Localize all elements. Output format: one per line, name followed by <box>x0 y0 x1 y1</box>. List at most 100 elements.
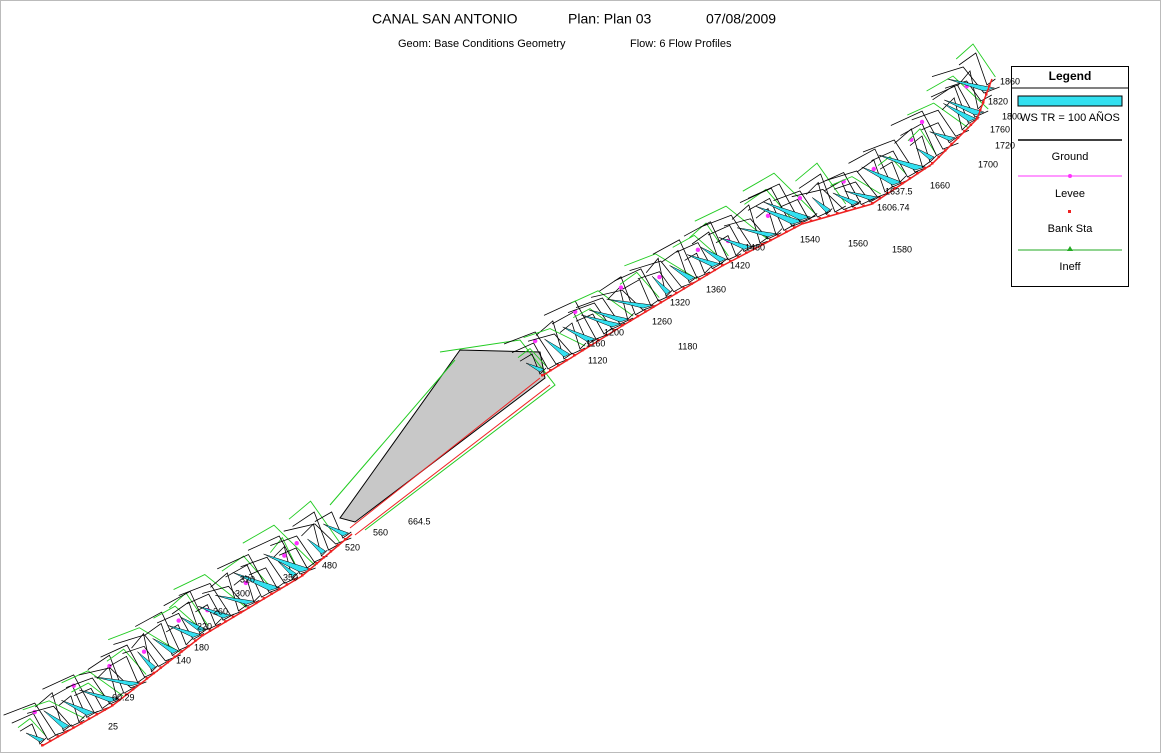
cross-section <box>791 189 860 210</box>
cross-section <box>543 300 612 340</box>
cross-section <box>535 320 573 360</box>
ineff-area <box>22 700 85 719</box>
station-label: 60.29 <box>112 692 135 702</box>
water-surface <box>929 131 956 141</box>
station-label: 1560 <box>848 238 868 248</box>
station-label: 180 <box>194 642 209 652</box>
legend-label: Ineff <box>1059 261 1081 273</box>
station-label: 1360 <box>706 284 726 294</box>
ineff-area <box>173 574 247 608</box>
cross-section <box>233 575 261 603</box>
cross-section <box>879 161 907 183</box>
cross-section <box>660 249 698 284</box>
ineff-area <box>926 75 989 110</box>
water-surface <box>167 625 202 638</box>
thalweg <box>41 533 353 747</box>
ineff-area <box>523 328 586 347</box>
station-label: 664.5 <box>408 516 431 526</box>
cross-section <box>240 556 298 584</box>
cross-section <box>699 214 768 248</box>
cross-section <box>637 271 685 293</box>
station-label: 1606.74 <box>877 202 910 212</box>
cross-section <box>186 593 235 621</box>
levee-point <box>107 663 112 669</box>
water-surface <box>61 700 95 716</box>
legend-label: Levee <box>1055 188 1085 200</box>
cross-section <box>292 511 340 551</box>
ineff-area <box>955 43 996 78</box>
cross-section <box>817 171 875 206</box>
cross-section <box>314 511 352 539</box>
title-river: CANAL SAN ANTONIO <box>372 11 518 27</box>
station-label: 1700 <box>978 159 998 169</box>
cross-section <box>100 644 158 678</box>
water-surface <box>137 651 156 671</box>
water-surface <box>651 276 671 295</box>
cross-section <box>165 624 193 646</box>
levee-point <box>909 137 914 142</box>
thalweg <box>541 78 993 377</box>
cross-section <box>921 122 958 144</box>
cross-section <box>567 302 626 330</box>
cross-section <box>171 601 209 635</box>
water-surface <box>544 338 571 358</box>
cross-section <box>42 674 111 714</box>
title: CANAL SAN ANTONIO Plan: Plan 03 07/08/20… <box>372 11 776 27</box>
water-surface <box>562 326 596 343</box>
station-label: 1180 <box>678 341 697 351</box>
cross-section <box>301 523 328 557</box>
cross-section <box>559 322 587 350</box>
levee-point <box>919 119 925 125</box>
levee-point <box>294 541 299 546</box>
legend-label: WS TR = 100 AÑOS <box>1020 111 1120 124</box>
ineff-line <box>329 359 456 506</box>
ineff-area <box>877 155 907 175</box>
cross-section <box>109 655 147 684</box>
water-surface <box>812 197 831 213</box>
cross-section <box>163 590 222 630</box>
legend-swatch-ws <box>1017 95 1123 107</box>
water-surface <box>215 595 256 605</box>
cross-section <box>511 342 559 370</box>
ineff-area <box>153 605 205 632</box>
water-surface <box>832 192 859 206</box>
station-label: 520 <box>345 542 360 552</box>
cross-section <box>35 691 72 732</box>
water-surface <box>43 710 70 729</box>
water-surface <box>180 616 207 633</box>
perspective-plot <box>3 43 1000 747</box>
water-surface <box>152 638 179 654</box>
cross-section <box>824 180 862 208</box>
water-surface <box>763 201 812 221</box>
water-surface <box>581 314 622 328</box>
subtitle-flow: Flow: 6 Flow Profiles <box>630 38 732 50</box>
cross-section <box>135 611 193 651</box>
cross-section <box>74 687 111 710</box>
water-surface <box>606 298 654 309</box>
water-surface <box>861 166 903 186</box>
cross-section <box>957 70 985 110</box>
water-surface <box>323 523 350 537</box>
cross-section <box>575 313 613 335</box>
cross-section <box>691 231 729 265</box>
cross-section <box>614 268 672 302</box>
legend-label: Ground <box>1052 151 1089 163</box>
cross-section <box>156 612 205 640</box>
cross-section <box>848 148 906 188</box>
station-label: 1320 <box>670 297 690 307</box>
water-surface <box>197 605 232 619</box>
station-label: 1760 <box>990 124 1010 134</box>
ineff-area <box>108 627 182 654</box>
cross-section <box>825 170 894 198</box>
station-label: 1660 <box>930 180 950 190</box>
ineff-line <box>364 339 556 531</box>
levee-point <box>657 274 662 280</box>
water-surface <box>669 265 696 281</box>
cross-section <box>707 224 755 252</box>
water-surface <box>943 103 977 122</box>
water-surface <box>278 561 297 577</box>
levee-point <box>797 196 803 201</box>
ineff-area <box>71 682 111 701</box>
water-surface <box>263 553 312 573</box>
station-label: 560 <box>373 527 388 537</box>
